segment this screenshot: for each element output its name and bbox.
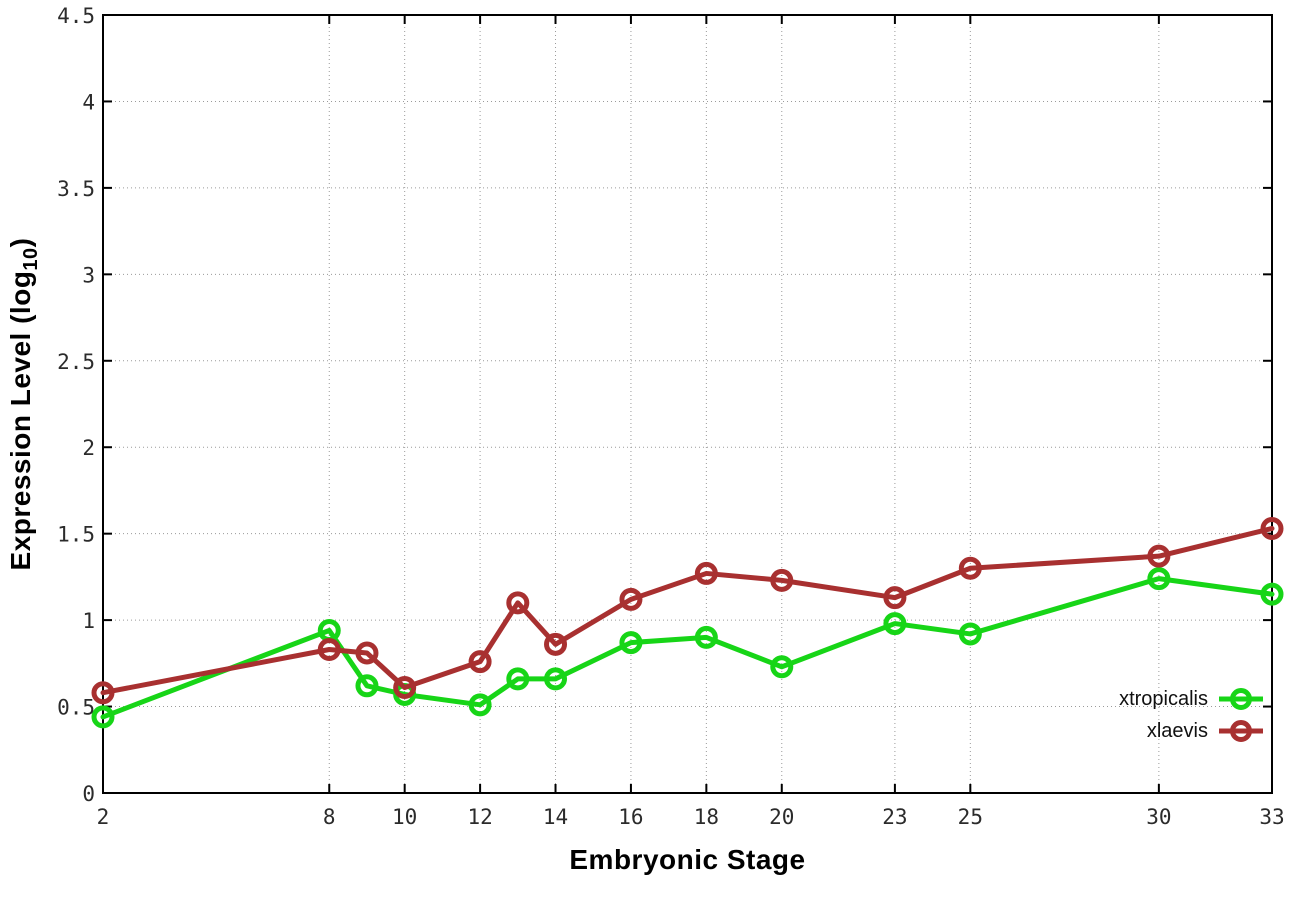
data-point-xlaevis-stage-23 bbox=[883, 586, 907, 610]
tick-labels: 2 8 10 12 14 16 18 20 23 25 30 33 0 0.5 1 1.5 2 2.5 3 3.5 4 4… bbox=[57, 4, 1285, 829]
legend: xtropicalis xlaevis bbox=[1119, 683, 1264, 747]
y-axis-title: Expression Level (log10) bbox=[5, 238, 43, 571]
data-point-xlaevis-stage-10 bbox=[393, 676, 417, 700]
x-axis-title: Embryonic Stage bbox=[569, 844, 806, 875]
series-line-xlaevis bbox=[100, 525, 1275, 696]
x-tick-label: 18 bbox=[694, 805, 719, 829]
x-tick-label: 23 bbox=[882, 805, 907, 829]
data-point-xtropicalis-stage-18 bbox=[694, 625, 718, 649]
data-point-xtropicalis-stage-9 bbox=[355, 674, 379, 698]
y-axis-title-suffix: ) bbox=[5, 237, 37, 248]
legend-entry-xtropicalis: xtropicalis bbox=[1119, 683, 1264, 715]
data-point-xtropicalis-stage-23 bbox=[883, 612, 907, 636]
y-axis-title-subscript: 10 bbox=[19, 247, 42, 271]
legend-sample-marker bbox=[1230, 720, 1252, 742]
data-point-xlaevis-stage-14 bbox=[544, 632, 568, 656]
x-tick-label: 8 bbox=[323, 805, 336, 829]
y-tick-label: 2.5 bbox=[57, 350, 95, 374]
data-point-xtropicalis-stage-12 bbox=[468, 693, 492, 717]
data-point-xtropicalis-stage-14 bbox=[544, 667, 568, 691]
data-point-xlaevis-stage-25 bbox=[958, 556, 982, 580]
data-point-xtropicalis-stage-25 bbox=[958, 622, 982, 646]
legend-line-marker-icon bbox=[1219, 720, 1263, 742]
legend-line-marker-icon bbox=[1219, 688, 1263, 710]
data-point-xtropicalis-stage-33 bbox=[1260, 582, 1284, 606]
x-tick-label: 14 bbox=[543, 805, 568, 829]
x-tick-label: 2 bbox=[97, 805, 110, 829]
y-tick-label: 0.5 bbox=[57, 696, 95, 720]
data-point-xlaevis-stage-8 bbox=[317, 638, 341, 662]
x-tick-label: 30 bbox=[1146, 805, 1171, 829]
y-tick-label: 0 bbox=[82, 782, 95, 806]
y-tick-label: 3.5 bbox=[57, 177, 95, 201]
y-axis-title-text: Expression Level (log bbox=[5, 270, 37, 571]
data-point-xtropicalis-stage-30 bbox=[1147, 567, 1171, 591]
series-line-xtropicalis bbox=[100, 576, 1275, 720]
data-point-xlaevis-stage-33 bbox=[1260, 516, 1284, 540]
legend-label-xlaevis: xlaevis bbox=[1146, 719, 1208, 742]
x-tick-label: 12 bbox=[467, 805, 492, 829]
legend-label-xtropicalis: xtropicalis bbox=[1119, 687, 1208, 710]
x-tick-label: 20 bbox=[769, 805, 794, 829]
y-tick-label: 1.5 bbox=[57, 523, 95, 547]
data-point-xlaevis-stage-12 bbox=[468, 650, 492, 674]
data-point-xlaevis-stage-18 bbox=[694, 561, 718, 585]
plot-border bbox=[102, 14, 1273, 794]
y-tick-label: 2 bbox=[82, 436, 95, 460]
data-point-xlaevis-stage-16 bbox=[619, 587, 643, 611]
data-point-xtropicalis-stage-2 bbox=[91, 705, 115, 729]
series-xlaevis bbox=[91, 516, 1284, 705]
y-tick-label: 4 bbox=[82, 90, 95, 114]
tick-marks bbox=[102, 14, 1273, 794]
data-point-xtropicalis-stage-20 bbox=[770, 655, 794, 679]
y-tick-label: 3 bbox=[82, 263, 95, 287]
x-tick-label: 25 bbox=[958, 805, 983, 829]
legend-sample-marker bbox=[1230, 688, 1252, 710]
x-tick-label: 16 bbox=[618, 805, 643, 829]
data-point-xlaevis-stage-9 bbox=[355, 641, 379, 665]
data-point-xlaevis-stage-20 bbox=[770, 568, 794, 592]
legend-entry-xlaevis: xlaevis bbox=[1147, 715, 1264, 747]
grid bbox=[102, 14, 1273, 794]
data-point-xtropicalis-stage-13 bbox=[506, 667, 530, 691]
x-tick-label: 10 bbox=[392, 805, 417, 829]
y-tick-label: 4.5 bbox=[57, 4, 95, 28]
data-point-xlaevis-stage-13 bbox=[506, 591, 530, 615]
series-xtropicalis bbox=[91, 567, 1284, 729]
y-tick-label: 1 bbox=[82, 609, 95, 633]
data-point-xlaevis-stage-2 bbox=[91, 681, 115, 705]
data-point-xtropicalis-stage-16 bbox=[619, 631, 643, 655]
data-point-xlaevis-stage-30 bbox=[1147, 544, 1171, 568]
x-tick-label: 33 bbox=[1259, 805, 1284, 829]
